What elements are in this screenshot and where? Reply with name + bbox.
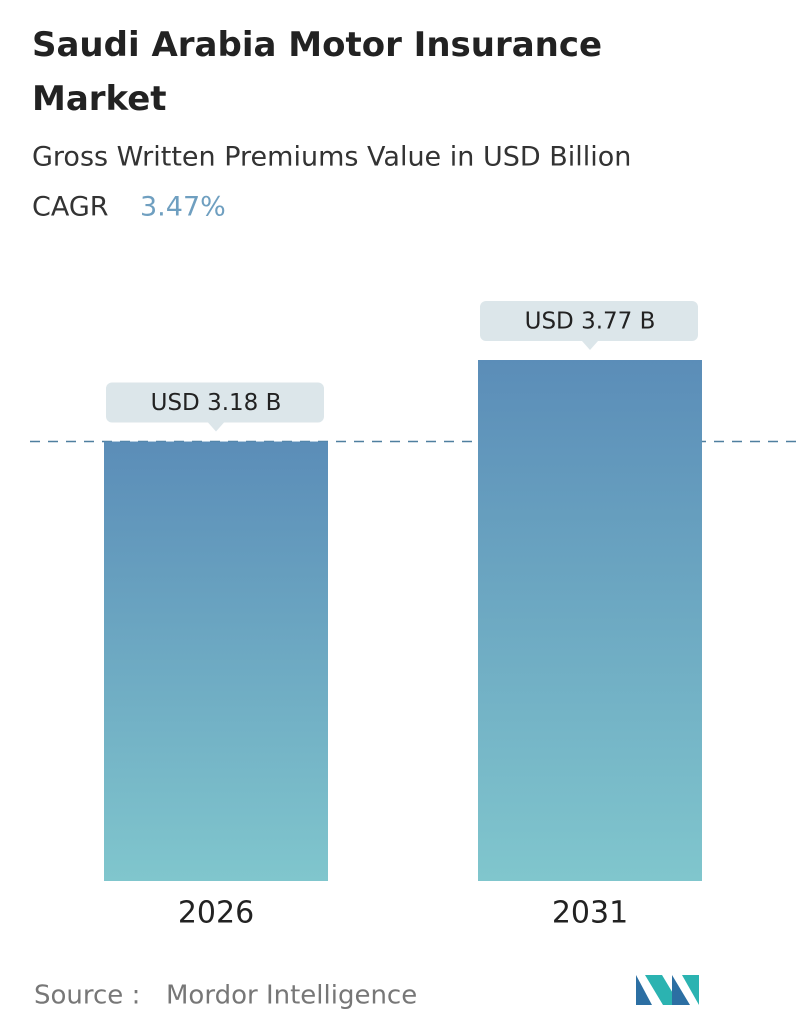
value-label-pointer <box>582 341 598 350</box>
x-tick-label: 2026 <box>178 896 254 931</box>
chart-title: Saudi Arabia Motor Insurance Market <box>32 25 602 119</box>
logo <box>636 975 699 1005</box>
value-label-box <box>480 301 698 341</box>
x-tick-label: 2031 <box>552 896 628 931</box>
value-label: USD 3.77 B <box>525 309 656 335</box>
value-label: USD 3.18 B <box>151 390 282 416</box>
source: Mordor Intelligence <box>166 981 417 1011</box>
cagr-value: 3.47% <box>140 192 226 223</box>
source-label: Source : <box>34 981 140 1011</box>
chart-subtitle: Gross Written Premiums Value in USD Bill… <box>32 142 631 173</box>
value-label-box <box>106 382 324 423</box>
bar <box>478 360 702 881</box>
cagr-label: CAGR <box>32 192 109 223</box>
bar <box>104 441 328 881</box>
value-label-pointer <box>208 422 224 432</box>
